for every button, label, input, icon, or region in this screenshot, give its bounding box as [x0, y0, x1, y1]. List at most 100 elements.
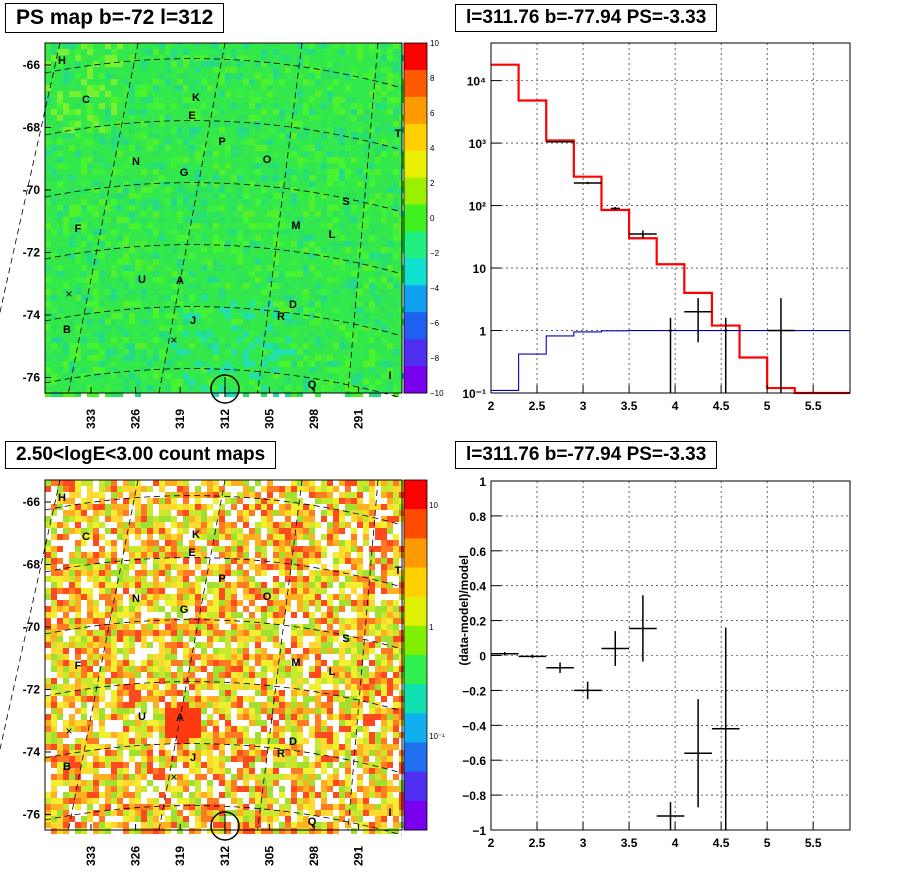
colorbar-tick-label: −2 — [430, 249, 440, 258]
colorbar-band — [404, 567, 427, 598]
map-x-tick-label: 333 — [84, 846, 98, 866]
source-label: S — [342, 633, 349, 645]
map-x-tick-label: 291 — [352, 846, 366, 866]
y-tick-label: 0.6 — [469, 545, 486, 559]
source-label: F — [75, 660, 82, 672]
colorbar-band — [404, 625, 427, 656]
colorbar-band — [404, 742, 427, 773]
y-tick-label: −0.2 — [462, 684, 486, 698]
colorbar-band — [404, 713, 427, 743]
graticule-parallel — [44, 58, 403, 89]
source-label: E — [188, 110, 195, 122]
map-x-tick-label: 298 — [307, 409, 321, 429]
y-tick-label: 1 — [479, 475, 486, 489]
graticule-parallel — [44, 306, 403, 337]
map-x-tick-label: 326 — [129, 846, 143, 866]
source-label: Q — [308, 379, 317, 391]
colorbar-frame — [403, 479, 428, 831]
source-label: R — [277, 748, 285, 760]
map-x-tick-label: 319 — [173, 846, 187, 866]
cross-marker: × — [65, 724, 72, 738]
residual-plot: 2 2.5 3 3.5 4 4.5 5 5.5 1 0.8 0.6 0.4 0.2 0 −0.2 −0.4 −0… — [457, 475, 851, 850]
target-circle — [210, 374, 240, 404]
source-label: M — [291, 657, 300, 669]
colorbar-tick-label: −4 — [430, 284, 440, 293]
count-map-title: 2.50<logE<3.00 count maps — [5, 441, 277, 469]
ps-map-title: PS map b=-72 l=312 — [5, 3, 225, 33]
source-label: D — [289, 299, 297, 311]
source-label: B — [63, 761, 71, 773]
source-label: E — [188, 547, 195, 559]
cross-marker: × — [170, 770, 177, 784]
map-frame — [44, 42, 403, 394]
graticule-parallel — [44, 244, 403, 275]
y-tick-label: 1 — [479, 325, 486, 339]
map-y-tick-label: -70 — [23, 620, 41, 634]
x-tick-label: 5.5 — [805, 399, 822, 413]
colorbar-band — [404, 538, 427, 568]
colorbar-tick-label: −8 — [430, 354, 440, 363]
x-tick-label: 5.5 — [805, 836, 822, 850]
map-x-tick-label: 319 — [173, 409, 187, 429]
map-y-tick-label: -76 — [23, 808, 41, 822]
map-x-tick-label: 312 — [218, 409, 232, 429]
x-tick-label: 3 — [580, 399, 587, 413]
colorbar-tick-label: 0 — [430, 214, 435, 223]
map-y-tick-label: -74 — [23, 745, 41, 759]
source-label: U — [138, 711, 146, 723]
colorbar-band — [404, 204, 427, 232]
source-label: R — [277, 311, 285, 323]
source-label: I — [388, 807, 391, 819]
x-tick-label: 3 — [580, 836, 587, 850]
ps-map-panel: -66 -68 -70 -72 -74 -76 333 326 319 312 305 298 291 H… — [0, 39, 444, 429]
colorbar-band — [404, 509, 427, 539]
source-label: S — [342, 196, 349, 208]
cross-marker: × — [65, 287, 72, 301]
spectrum-plot: 2 2.5 3 3.5 4 4.5 5 5.5 10⁴ 10³ 10² 10 1 10⁻¹ — [462, 42, 851, 413]
colorbar-frame — [403, 42, 428, 394]
colorbar-band — [404, 150, 427, 179]
map-y-tick-label: -70 — [23, 183, 41, 197]
source-label: B — [63, 324, 71, 336]
source-label: T — [395, 565, 402, 577]
y-tick-label: 10 — [473, 262, 487, 276]
colorbar-band — [404, 69, 427, 98]
x-tick-label: 4 — [672, 399, 679, 413]
source-label: P — [218, 136, 225, 148]
source-label: P — [218, 573, 225, 585]
source-label: J — [190, 752, 196, 764]
map-y-tick-label: -74 — [23, 308, 41, 322]
source-label: O — [263, 591, 272, 603]
map-x-tick-label: 305 — [262, 409, 276, 429]
colorbar-band — [404, 655, 427, 685]
source-label: H — [58, 55, 66, 67]
x-tick-label: 4.5 — [713, 836, 730, 850]
colorbar-band — [404, 312, 427, 340]
map-x-tick-label: 305 — [262, 846, 276, 866]
colorbar-tick-label: 2 — [430, 179, 435, 188]
map-frame — [44, 479, 403, 831]
graticule-parallel — [44, 743, 403, 774]
colorbar-tick-label: 10 — [430, 39, 439, 48]
colorbar-band — [404, 177, 427, 206]
x-tick-label: 2.5 — [529, 836, 546, 850]
colorbar-band — [404, 285, 427, 313]
colorbar-band — [404, 231, 427, 259]
y-tick-label: 0.8 — [469, 510, 486, 524]
x-tick-label: 5 — [764, 836, 771, 850]
source-label: G — [180, 604, 189, 616]
y-axis-label: (data-model)/model — [457, 555, 471, 666]
y-tick-label: −1 — [472, 824, 486, 838]
colorbar-band — [404, 258, 427, 286]
colorbar-tick-label: 6 — [430, 109, 435, 118]
map-x-tick-label: 326 — [129, 409, 143, 429]
map-y-tick-label: -72 — [23, 246, 41, 260]
colorbar-band — [404, 596, 427, 627]
map-y-tick-label: -68 — [23, 558, 41, 572]
colorbar-band — [404, 480, 427, 510]
colorbar-band — [404, 684, 427, 714]
source-label: H — [58, 492, 66, 504]
source-label: N — [132, 593, 140, 605]
graticule-parallel — [44, 495, 403, 526]
map-y-tick-label: -76 — [23, 371, 41, 385]
